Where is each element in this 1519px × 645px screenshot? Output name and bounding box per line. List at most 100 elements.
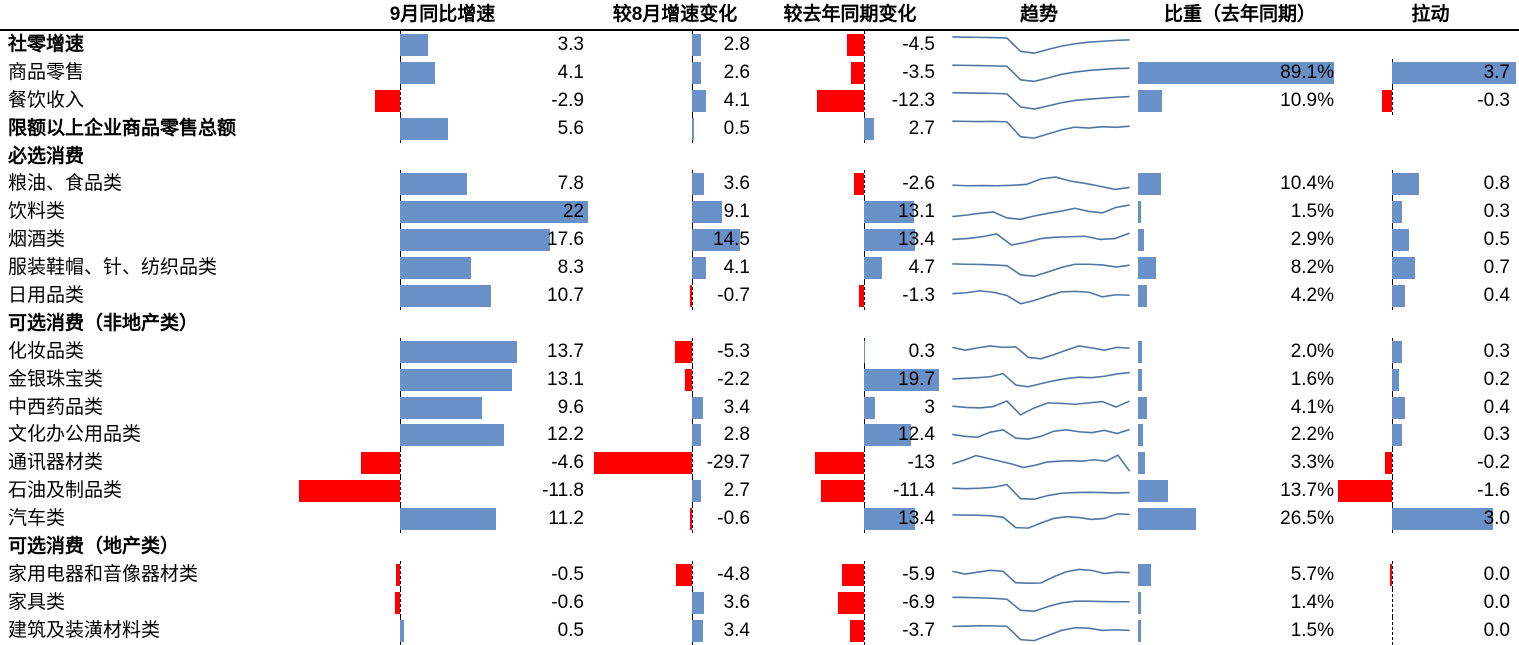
positive-data-bar — [864, 117, 875, 140]
weight-value: 13.7% — [1280, 480, 1334, 502]
vs-august-bar-cell — [590, 143, 760, 171]
table-row: 通讯器材类 -4.6 -29.7 -13 3.3% -0.2 — [0, 449, 1519, 478]
vs-august-bar-cell: 3.4 — [590, 616, 760, 645]
pull-bar-cell: 0.4 — [1342, 282, 1519, 310]
cell-value: -4.6 — [551, 452, 584, 474]
positive-data-bar — [864, 368, 939, 391]
positive-data-bar — [864, 229, 915, 252]
trend-sparkline — [952, 429, 1130, 441]
vs-august-bar-cell: -29.7 — [590, 449, 760, 478]
cell-value: 3.3 — [557, 34, 584, 55]
pull-bar-cell: -1.6 — [1338, 477, 1519, 506]
weight-data-bar — [1138, 424, 1143, 447]
cell-value: 2.8 — [723, 424, 750, 446]
cell-value: -0.7 — [717, 285, 750, 307]
positive-data-bar — [692, 61, 701, 84]
vs-last-year-bar-cell: -13 — [760, 449, 940, 478]
trend-sparkline — [952, 568, 1130, 584]
weight-value: 1.6% — [1290, 368, 1334, 390]
weight-bar-cell: 2.0% — [1138, 338, 1342, 366]
trend-cell — [940, 561, 1138, 589]
vs-august-bar-cell: 3.6 — [590, 588, 760, 617]
positive-data-bar — [400, 201, 589, 224]
zero-axis-line — [864, 449, 865, 478]
weight-bar-cell: 13.7% — [1138, 477, 1342, 505]
positive-data-bar — [1392, 257, 1416, 280]
positive-data-bar — [400, 368, 512, 391]
pull-bar-cell: 0.3 — [1342, 421, 1519, 450]
positive-data-bar — [692, 257, 706, 280]
weight-bar-cell — [1138, 533, 1342, 561]
vs-last-year-bar-cell: 13.1 — [760, 198, 940, 227]
positive-data-bar — [864, 257, 882, 280]
negative-data-bar — [684, 368, 692, 391]
table-row: 化妆品类 13.7 -5.3 0.3 2.0% 0.3 — [0, 337, 1519, 366]
cell-value: 4.1 — [723, 89, 750, 111]
trend-cell — [940, 226, 1138, 254]
pull-bar-cell: -0.2 — [1342, 449, 1519, 478]
vs-august-bar-cell: 4.1 — [590, 254, 760, 283]
trend-sparkline — [952, 290, 1130, 305]
weight-value: 89.1% — [1280, 61, 1334, 83]
negative-data-bar — [689, 285, 692, 308]
table-row: 可选消费（非地产类） — [0, 310, 1519, 338]
positive-data-bar — [400, 34, 429, 56]
cell-value: 3.4 — [723, 396, 750, 418]
zero-axis-line — [864, 477, 865, 506]
negative-data-bar — [375, 89, 400, 112]
vs-august-bar-cell: 3.4 — [590, 393, 760, 422]
vs-last-year-bar-cell — [760, 143, 940, 171]
table-row: 汽车类 11.2 -0.6 13.4 26.5% 3.0 — [0, 505, 1519, 534]
positive-data-bar — [864, 424, 912, 447]
cell-value: 2.6 — [723, 61, 750, 83]
table-row: 金银珠宝类 13.1 -2.2 19.7 1.6% 0.2 — [0, 365, 1519, 394]
pull-bar-cell: 0.0 — [1342, 616, 1519, 645]
trend-sparkline — [952, 596, 1130, 612]
cell-value: -4.5 — [902, 34, 935, 55]
zero-axis-line — [400, 86, 401, 115]
positive-data-bar — [1392, 173, 1419, 196]
negative-data-bar — [676, 563, 692, 586]
positive-data-bar — [692, 173, 704, 196]
positive-data-bar — [692, 117, 694, 140]
vs-last-year-bar-cell — [760, 533, 940, 561]
vs-august-bar-cell: 0.5 — [590, 114, 760, 143]
cell-value: 4.1 — [723, 257, 750, 279]
positive-data-bar — [692, 34, 702, 56]
pull-value: 0.0 — [1483, 591, 1510, 613]
zero-axis-line — [864, 588, 865, 617]
zero-axis-line — [1392, 588, 1393, 617]
trend-cell — [940, 170, 1138, 198]
zero-axis-line — [692, 449, 693, 478]
trend-sparkline — [952, 483, 1130, 501]
positive-data-bar — [1392, 340, 1403, 363]
row-label: 餐饮收入 — [8, 89, 85, 111]
table-row: 家具类 -0.6 3.6 -6.9 1.4% 0.0 — [0, 588, 1519, 617]
positive-data-bar — [692, 229, 740, 252]
trend-sparkline — [952, 371, 1130, 388]
vs-last-year-bar-cell: -2.6 — [760, 170, 940, 199]
table-row: 商品零售 4.1 2.6 -3.5 89.1% 3.7 — [0, 58, 1519, 87]
cell-value: -4.8 — [717, 563, 750, 585]
vs-august-bar-cell — [590, 533, 760, 561]
positive-data-bar — [400, 61, 436, 84]
zero-axis-line — [400, 477, 401, 506]
cell-value: -2.2 — [717, 368, 750, 390]
weight-data-bar — [1138, 229, 1145, 252]
cell-value: 0.5 — [723, 117, 750, 139]
cell-value: 2.7 — [908, 117, 935, 139]
cell-value: 10.7 — [547, 285, 584, 307]
weight-data-bar — [1138, 452, 1146, 475]
weight-value: 4.2% — [1290, 285, 1334, 307]
pull-bar-cell: 0.4 — [1342, 393, 1519, 422]
cell-value: -0.6 — [717, 508, 750, 530]
cell-value: 3.6 — [723, 173, 750, 195]
cell-value: 2.7 — [723, 480, 750, 502]
negative-data-bar — [299, 480, 400, 503]
table-row: 家用电器和音像器材类 -0.5 -4.8 -5.9 5.7% 0.0 — [0, 560, 1519, 589]
vs-last-year-bar-cell: -3.5 — [760, 58, 940, 87]
cell-value: -11.4 — [893, 480, 935, 502]
weight-value: 10.9% — [1280, 89, 1334, 111]
cell-value: -5.9 — [902, 563, 935, 585]
